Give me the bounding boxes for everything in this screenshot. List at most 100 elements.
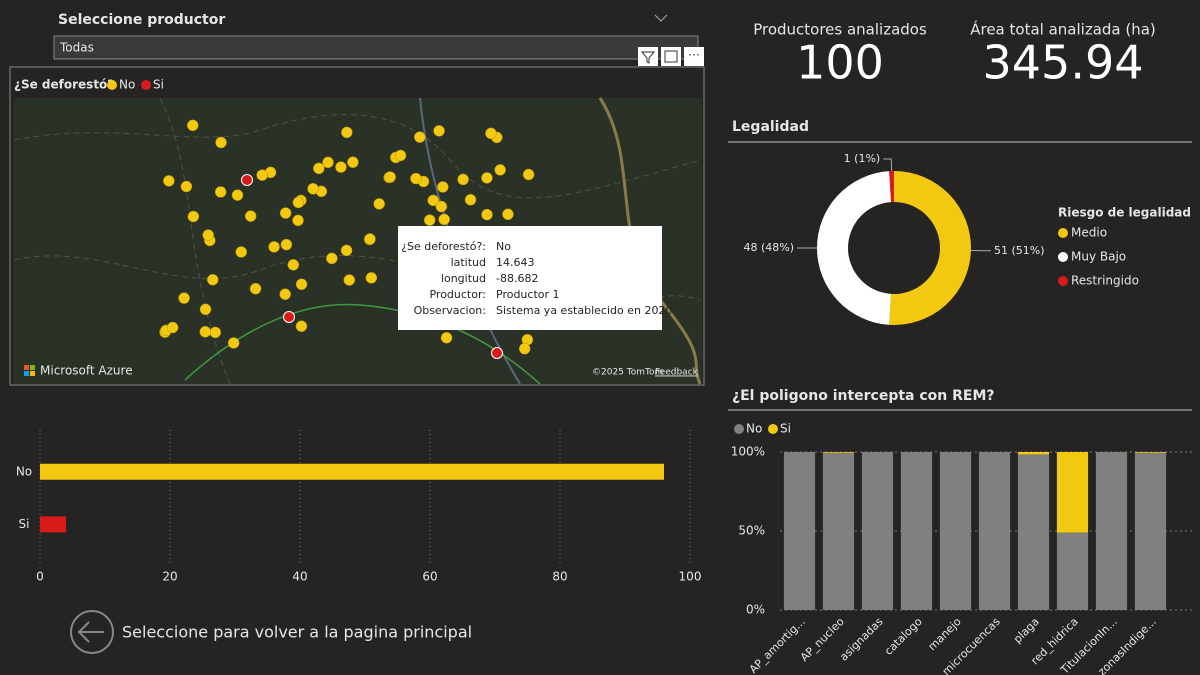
bar <box>40 463 664 480</box>
bar-segment <box>1134 452 1167 453</box>
legend-marker <box>1058 276 1068 286</box>
map-point <box>178 292 190 304</box>
x-tick-label: plaga <box>1011 615 1042 646</box>
more-icon[interactable] <box>684 47 704 66</box>
map-point <box>202 229 214 241</box>
bar-segment <box>939 452 972 610</box>
card-label: Área total analizada (ha) <box>970 20 1156 39</box>
bar-segment <box>978 452 1011 610</box>
x-tick-label: 80 <box>552 570 567 584</box>
map-point <box>292 196 305 209</box>
chart-title: Legalidad <box>732 119 809 135</box>
x-tick-label: 60 <box>422 570 437 584</box>
tooltip-label: latitud <box>451 256 486 269</box>
map-copyright: ©2025 TomTom <box>592 368 663 378</box>
legend-label: Si <box>153 78 164 92</box>
back-button[interactable]: Seleccione para volver a la pagina princ… <box>70 610 472 654</box>
map-point <box>364 233 376 245</box>
bar-segment <box>900 452 933 610</box>
map-point <box>187 119 199 132</box>
map-feedback[interactable]: Feedback <box>655 368 699 378</box>
y-tick-label: 0% <box>746 603 765 617</box>
bar-segment <box>822 452 855 453</box>
x-tick-label: 100 <box>679 570 702 584</box>
tooltip-value: -88.682 <box>496 272 538 285</box>
legend-label: No <box>746 422 762 436</box>
back-circle <box>70 610 114 654</box>
y-tick-label: 100% <box>731 445 765 459</box>
tooltip-value: No <box>496 240 511 253</box>
slicer-chevron[interactable] <box>654 14 668 22</box>
map-point <box>227 337 240 349</box>
map-point <box>414 131 426 143</box>
map-point <box>522 168 535 181</box>
tooltip-value: 14.643 <box>496 256 535 269</box>
slicer-title: Seleccione productor <box>58 12 225 28</box>
map-points <box>159 119 535 359</box>
bar <box>40 516 66 533</box>
map-point <box>326 252 338 265</box>
back-text: Seleccione para volver a la pagina princ… <box>122 623 472 642</box>
map-point <box>518 342 531 355</box>
slicer-value: Todas <box>59 41 94 55</box>
y-tick-label: No <box>16 464 32 478</box>
map-point <box>494 164 506 176</box>
map-point <box>244 210 257 222</box>
map-point <box>295 320 308 332</box>
bar-segment <box>1017 452 1050 455</box>
map-point <box>295 278 308 291</box>
map-point <box>440 332 453 344</box>
map-point <box>481 172 493 184</box>
filter-glyph <box>640 51 656 64</box>
legend-label: No <box>119 78 135 92</box>
bar-segment <box>1095 452 1128 610</box>
map-point <box>464 194 477 206</box>
map-point <box>292 214 304 227</box>
map-point <box>199 303 212 316</box>
map-point <box>343 274 356 286</box>
map-point <box>180 180 193 193</box>
map-point <box>340 244 353 257</box>
card-label: Productores analizados <box>753 21 927 39</box>
map-point <box>187 210 200 223</box>
legend-marker <box>1058 228 1068 238</box>
map-point <box>241 174 253 186</box>
map-point <box>307 183 319 195</box>
y-tick-label: Si <box>19 517 30 531</box>
legend-label: Restringido <box>1071 274 1139 288</box>
map-point <box>287 259 300 271</box>
slicer-box[interactable] <box>53 35 699 60</box>
donut-segment <box>817 171 892 325</box>
tooltip-value: Productor 1 <box>496 288 560 301</box>
donut-segment <box>889 171 894 203</box>
map-point <box>279 207 292 219</box>
map-point <box>335 161 347 173</box>
map-legend-title: ¿Se deforestó? <box>14 78 114 92</box>
map-point <box>214 186 227 198</box>
x-tick-label: AP_amortig... <box>747 615 808 675</box>
filter-icon[interactable] <box>638 47 658 66</box>
map-point <box>341 126 353 139</box>
x-tick-label: 0 <box>36 570 44 584</box>
focus-icon[interactable] <box>661 47 681 66</box>
chart-title: ¿El poligono intercepta con REM? <box>732 388 995 404</box>
x-tick-label: 20 <box>162 570 177 584</box>
map-point <box>433 125 445 137</box>
map-point <box>394 149 407 162</box>
tooltip-label: Observacion: <box>414 304 486 317</box>
map-point <box>438 213 450 226</box>
bar-segment <box>1056 532 1089 610</box>
map-point <box>166 321 179 334</box>
more-glyph: ⋯ <box>688 48 700 62</box>
map-point <box>280 238 293 251</box>
ms-logo <box>24 371 29 376</box>
map-point <box>209 326 222 339</box>
map-point <box>231 189 244 201</box>
map-point <box>427 194 439 207</box>
donut-segment <box>889 170 972 326</box>
map-point <box>249 282 262 295</box>
map-point <box>502 208 514 221</box>
map-point <box>481 208 493 221</box>
card-value: 345.94 <box>983 36 1144 90</box>
map-tooltip <box>398 226 662 330</box>
